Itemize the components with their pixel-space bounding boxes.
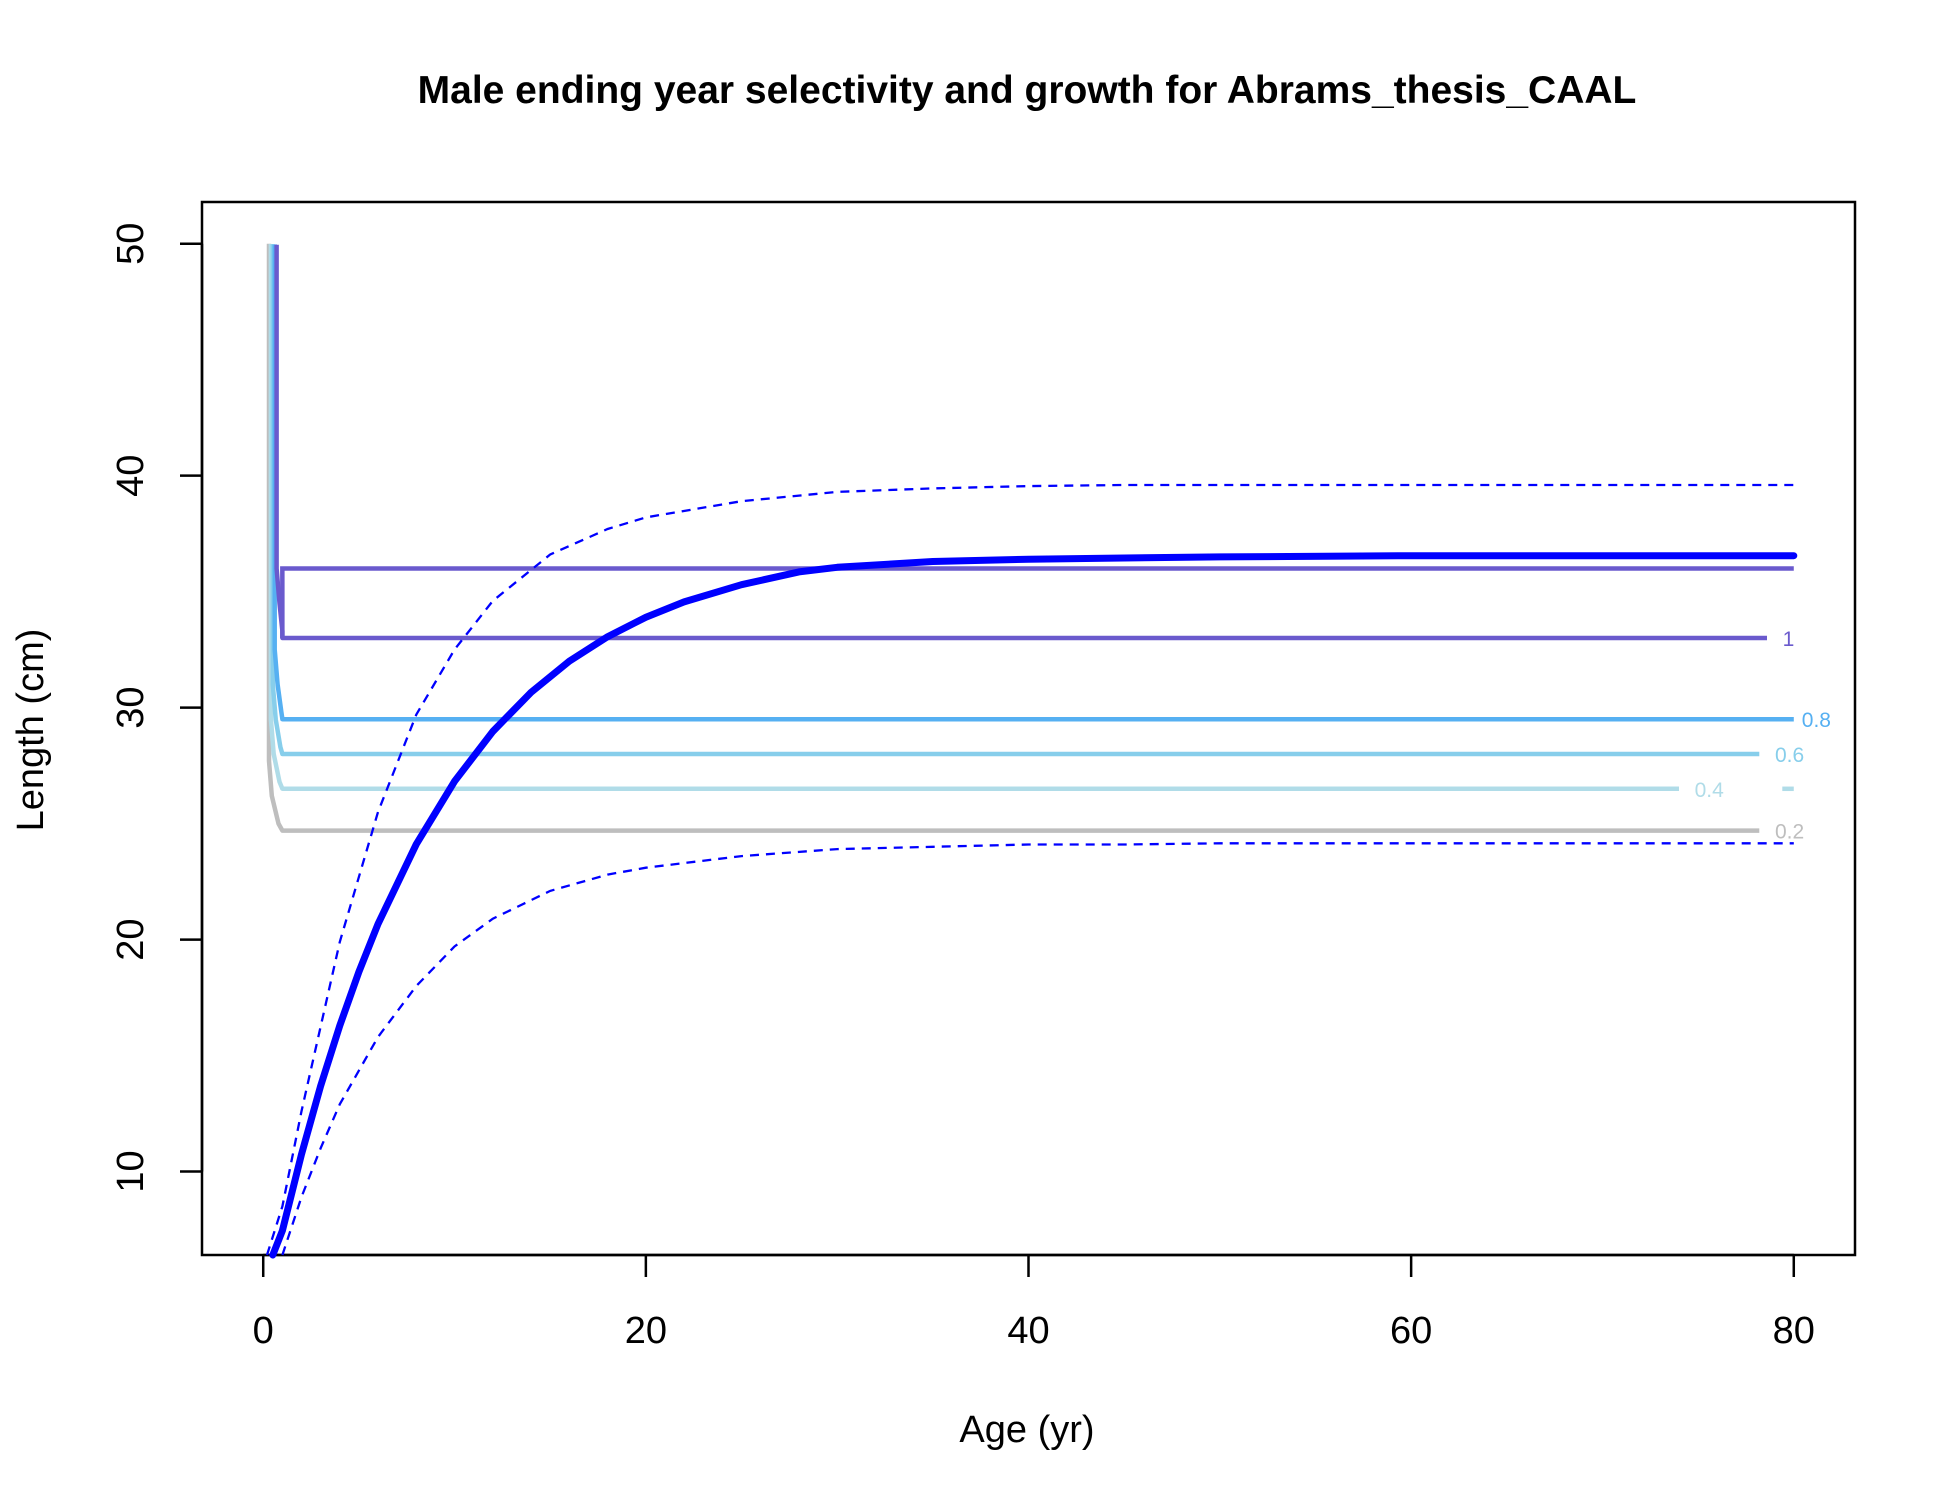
x-tick-label: 20 [625,1310,667,1352]
contour-label-0.2: 0.2 [1775,821,1804,844]
selectivity-contour-0.4 [268,244,1679,792]
contour-labels: 0.2 0.4 0.6 0.8 1 [1695,628,1831,844]
selectivity-contour-0.8 [272,244,1794,722]
selectivity-contour-1-upper [280,566,1794,639]
y-tick-label: 30 [110,686,152,728]
growth-lower-bound [281,842,1794,1256]
x-tick-label: 80 [1773,1310,1815,1352]
x-axis-label: Age (yr) [959,1409,1094,1451]
growth-upper-bound [265,483,1794,1256]
contour-label-0.8: 0.8 [1802,709,1831,732]
chart-title: Male ending year selectivity and growth … [418,69,1637,112]
contour-label-0.4: 0.4 [1695,779,1725,802]
plot-frame [200,200,1857,1257]
contour-label-0.6: 0.6 [1775,744,1804,767]
y-tick-label: 10 [110,1150,152,1192]
y-tick-label: 40 [110,455,152,497]
series-layer [265,243,1798,1259]
x-tick-label: 40 [1007,1310,1049,1352]
growth-mean-curve [269,552,1798,1259]
selectivity-contour-0.6 [270,244,1760,757]
x-tick-label: 60 [1390,1310,1432,1352]
y-tick-label: 20 [110,918,152,960]
x-tick-label: 0 [253,1310,274,1352]
contour-label-1: 1 [1783,628,1795,651]
y-axis-label: Length (cm) [10,629,52,832]
y-tick-label: 50 [110,223,152,265]
selectivity-contour-1 [274,244,1767,641]
selectivity-contour-0.2 [266,243,1760,833]
x-axis: 0 20 40 60 80 [253,1253,1815,1352]
y-axis: 10 20 30 40 50 [110,223,204,1193]
